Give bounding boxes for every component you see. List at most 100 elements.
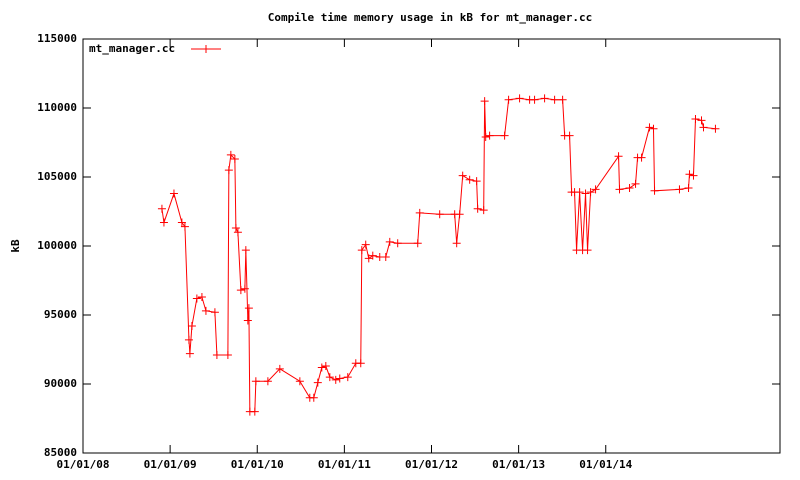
point-marker [275,364,284,373]
point-marker [263,377,272,386]
point-marker [575,188,584,197]
point-marker [697,116,706,125]
point-marker [650,186,659,195]
point-marker [649,124,658,133]
point-marker [241,246,250,255]
point-marker [357,246,366,255]
point-marker [364,254,373,263]
point-marker [415,208,424,217]
point-marker [631,179,640,188]
point-marker [368,251,377,260]
point-marker [201,306,210,315]
point-marker [504,95,513,104]
point-marker [313,378,322,387]
point-marker [637,153,646,162]
point-marker [614,152,623,161]
point-marker [192,294,201,303]
point-marker [591,185,600,194]
point-marker [473,204,482,213]
point-marker [385,237,394,246]
point-marker [699,123,708,132]
y-tick-label: 105000 [37,170,77,183]
point-marker [169,189,178,198]
point-marker [413,239,422,248]
point-marker [240,284,249,293]
point-marker [185,349,194,358]
x-tick-label: 01/01/14 [579,458,632,471]
y-tick-label: 90000 [44,377,77,390]
point-marker [295,377,304,386]
point-marker [321,362,330,371]
point-marker [157,204,166,213]
x-tick-label: 01/01/13 [492,458,545,471]
point-marker [480,97,489,106]
point-marker [675,185,684,194]
legend-marker [202,45,210,53]
point-marker [243,316,252,325]
point-marker [586,188,595,197]
point-marker [250,407,259,416]
point-marker [558,95,567,104]
point-marker [472,177,481,186]
point-marker [210,308,219,317]
point-marker [452,239,461,248]
point-marker [645,123,654,132]
point-marker [565,131,574,140]
point-marker [581,189,590,198]
point-marker [691,115,700,124]
point-marker [251,377,260,386]
point-marker [335,374,344,383]
point-marker [684,184,693,193]
x-tick-label: 01/01/09 [144,458,197,471]
point-marker [331,375,340,384]
point-marker [187,322,196,331]
point-marker [515,94,524,103]
point-marker [177,218,186,227]
point-marker [481,132,490,141]
point-marker [455,210,464,219]
point-marker [458,171,467,180]
y-tick-label: 85000 [44,446,77,459]
point-marker [231,224,240,233]
point-marker [224,166,233,175]
point-marker [226,150,235,159]
x-tick-label: 01/01/12 [405,458,458,471]
point-marker [685,170,694,179]
point-marker [317,363,326,372]
point-marker [485,131,494,140]
point-marker [393,239,402,248]
y-axis-label: kB [9,239,22,253]
point-marker [223,351,232,360]
point-marker [625,184,634,193]
point-marker [233,228,242,237]
point-marker [230,155,239,164]
point-marker [479,206,488,215]
series-line [161,97,716,413]
x-tick-label: 01/01/11 [318,458,371,471]
point-marker [435,210,444,219]
point-marker [500,131,509,140]
point-marker [465,175,474,184]
y-tick-label: 110000 [37,101,77,114]
point-marker [361,240,370,249]
point-marker [689,171,698,180]
point-marker [381,253,390,262]
y-tick-label: 100000 [37,239,77,252]
point-marker [236,286,245,295]
chart-title: Compile time memory usage in kB for mt_m… [268,11,593,24]
point-marker [309,393,318,402]
y-tick-label: 95000 [44,308,77,321]
point-marker [711,124,720,133]
point-marker [244,304,253,313]
point-marker [540,94,549,103]
point-marker [184,335,193,344]
point-marker [583,246,592,255]
point-marker [550,95,559,104]
point-marker [159,218,168,227]
point-marker [343,373,352,382]
point-marker [180,222,189,231]
legend-label: mt_manager.cc [89,42,175,55]
point-marker [325,373,334,382]
